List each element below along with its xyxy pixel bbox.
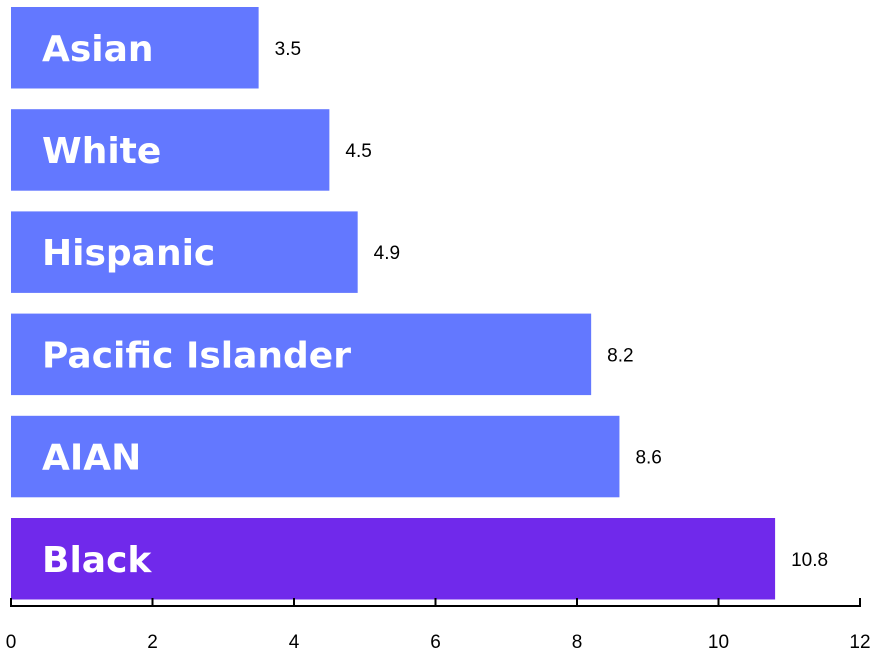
x-axis: 0 2 4 6 8 10 12 <box>6 598 871 652</box>
data-label-pacific-islander: 8.2 <box>607 345 633 366</box>
x-tick-label-10: 10 <box>708 632 729 652</box>
data-label-asian: 3.5 <box>275 39 301 60</box>
bars-group: Asian 3.5 White 4.5 Hispanic 4.9 Pacific Islan… <box>11 7 828 600</box>
x-tick-label-6: 6 <box>430 632 441 652</box>
category-label-hispanic: Hispanic <box>42 233 215 274</box>
x-tick-label-8: 8 <box>572 632 583 652</box>
category-label-pacific-islander: Pacific Islander <box>42 335 351 376</box>
category-label-asian: Asian <box>42 29 154 70</box>
data-label-aian: 8.6 <box>635 448 661 469</box>
category-label-white: White <box>42 131 161 172</box>
data-label-hispanic: 4.9 <box>374 243 400 264</box>
category-label-aian: AIAN <box>42 438 141 479</box>
bar-aian <box>11 415 620 498</box>
x-tick-label-2: 2 <box>147 632 158 652</box>
bar-pacific-islander <box>11 313 592 396</box>
bar-black <box>11 518 776 600</box>
bar-white <box>11 109 330 191</box>
bar-asian <box>11 7 259 89</box>
data-label-white: 4.5 <box>345 141 371 162</box>
x-tick-label-12: 12 <box>849 632 870 652</box>
x-tick-label-0: 0 <box>6 632 17 652</box>
category-label-black: Black <box>42 540 152 581</box>
x-tick-label-4: 4 <box>289 632 300 652</box>
bar-hispanic <box>11 211 358 293</box>
data-label-black: 10.8 <box>791 550 828 571</box>
